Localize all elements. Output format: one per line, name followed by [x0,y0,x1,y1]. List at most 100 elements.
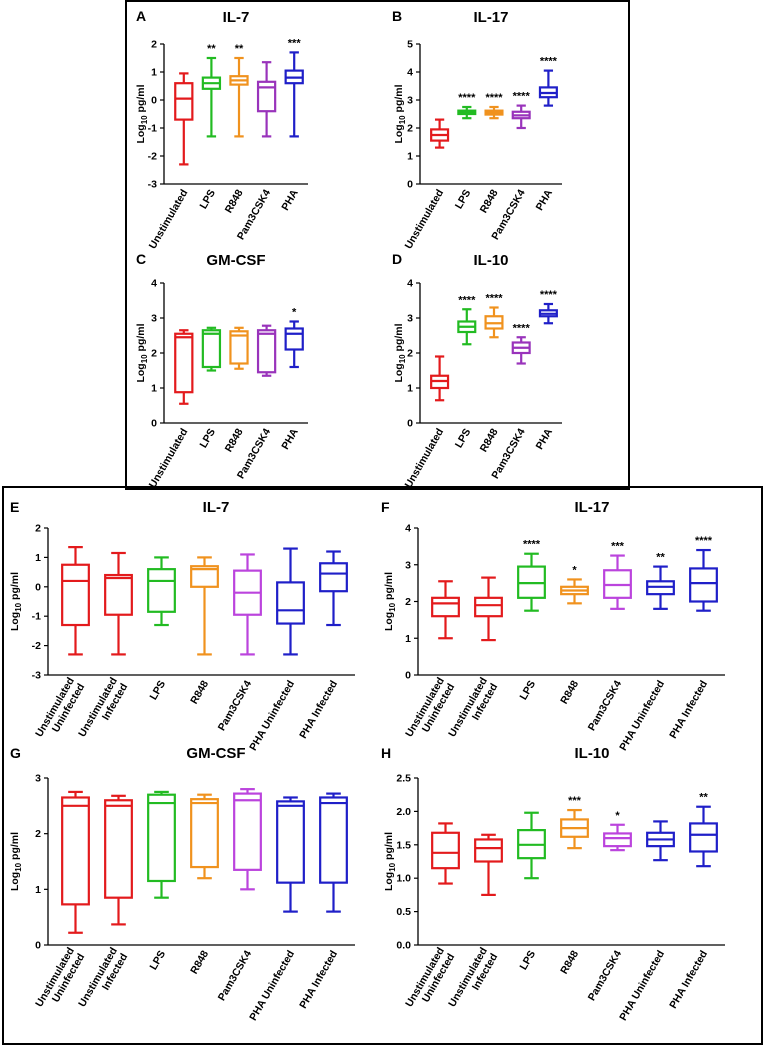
y-tick-label: 1 [151,383,157,395]
category-label-line: PHA Uninfected [617,949,667,1023]
y-tick-label: 2 [407,348,413,360]
panel-title: GM-CSF [206,252,265,269]
y-axis-label-unit: pg/ml [393,84,405,115]
y-tick-label: 1 [407,151,413,163]
significance-stars: **** [458,92,476,104]
box-pam3csk4 [233,788,262,891]
box-pha-uninfected [276,547,305,656]
box-r848 [190,793,219,880]
y-tick-label: 3 [35,773,41,785]
panel-letter: C [136,251,146,267]
box-iqr [474,596,503,618]
significance-stars: * [292,307,297,319]
y-tick-label: 0 [407,418,413,430]
category-label: PHA Uninfected [617,949,667,1023]
box-iqr [174,82,194,121]
category-label: PHA [279,187,301,213]
box-iqr [229,330,249,365]
category-label-line: PHA [534,187,556,213]
panel-title: IL-7 [203,499,230,516]
category-label-line: Unstimulated [147,188,191,252]
y-tick-label: 1.0 [396,873,411,885]
y-tick-label: 1 [151,67,157,79]
y-tick-label: -3 [32,670,41,682]
y-tick-label: 2.5 [396,773,411,785]
category-label-line: PHA Infected [667,679,710,741]
panel-title: IL-7 [223,9,250,26]
box-lps [517,811,546,880]
box-lps [147,556,176,627]
y-axis-label: Log10 pg/ml [9,832,23,891]
category-label: PHA Uninfected [617,679,667,753]
box-pha: *** [284,37,304,138]
y-tick-label: 3 [151,313,157,325]
box-r848 [190,556,219,656]
box-pam3csk4: **** [511,91,531,130]
box-pha: * [284,307,304,369]
y-axis-label-unit: pg/ml [9,572,21,603]
bottom-figure-frame [2,486,763,1045]
category-label: R848 [558,948,581,976]
category-label: R848 [478,187,501,215]
box-pha: **** [538,289,558,325]
top-figure-frame [125,0,630,490]
category-label-line: Pam3CSK4 [586,678,624,733]
box-pam3csk4 [256,324,277,377]
y-tick-label: 0 [151,95,157,107]
box-pam3csk4: *** [603,541,632,610]
y-axis-label-subscript: 10 [388,602,397,611]
y-axis-label-log: Log [9,612,21,631]
category-label: Pam3CSK4 [216,948,254,1003]
y-axis-label-subscript: 10 [388,862,397,871]
category-label: PHA [279,426,301,452]
box-unstimulated [174,329,194,405]
category-label-line: R848 [223,426,246,454]
y-tick-label: -2 [32,640,41,652]
box-iqr [474,838,503,863]
y-tick-label: 4 [407,278,413,290]
category-label-line: LPS [517,679,538,703]
panel-c: C GM-CSF 0 1 2 3 4 Log10 pg/ml Unstimulated LPS R8… [135,251,308,490]
category-label: LPS [197,427,218,451]
panel-b: B IL-17 0 1 2 3 4 5 Log10 pg/ml Unstimulated **** L… [392,8,562,251]
y-axis-label: Log10 pg/ml [383,572,397,631]
y-axis-label-log: Log [393,124,405,143]
box-pha-uninfected [276,796,305,913]
y-tick-label: 1.5 [396,839,411,851]
box-iqr [603,832,632,848]
category-label: LPS [453,427,474,451]
panel-title: GM-CSF [186,745,245,762]
y-tick-label: 4 [151,278,157,290]
category-label-line: LPS [147,949,168,973]
significance-stars: * [572,564,577,576]
category-label: R848 [223,187,246,215]
y-tick-label: -1 [148,123,157,135]
category-label: Unstimulated [147,188,191,252]
y-tick-label: 0 [35,940,41,952]
y-axis-label-subscript: 10 [140,115,149,124]
category-label-line: Pam3CSK4 [216,948,254,1003]
box-iqr [147,568,176,613]
y-tick-label: 2 [151,348,157,360]
box-unstimulated [174,72,194,166]
y-tick-label: 3 [407,95,413,107]
box-lps: **** [457,92,477,120]
y-tick-label: 1 [405,633,411,645]
y-axis-label: Log10 pg/ml [135,84,149,143]
category-label: LPS [197,188,218,212]
box-unstimulated-infected [104,551,133,656]
box-iqr [190,798,219,869]
panel-letter: F [381,499,390,515]
y-axis-label-subscript: 10 [140,354,149,363]
box-iqr [233,792,262,871]
category-label-line: R848 [558,678,581,706]
box-iqr [104,573,133,616]
significance-stars: **** [513,91,531,103]
y-axis-label: Log10 pg/ml [393,323,407,382]
y-tick-label: 4 [407,67,413,79]
box-unstimulated-infected [104,794,133,926]
y-tick-label: 4 [405,523,411,535]
